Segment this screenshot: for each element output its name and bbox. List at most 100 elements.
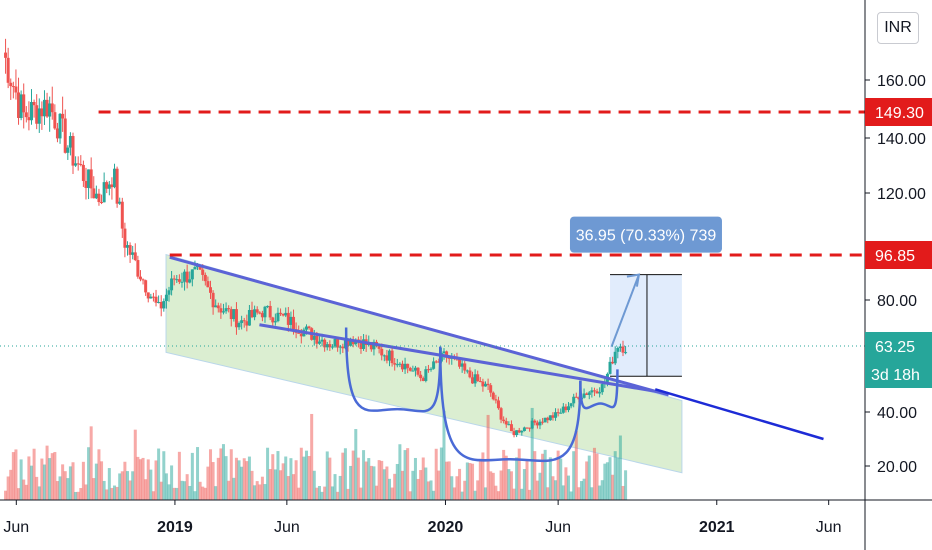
candle-body (468, 370, 472, 378)
candle-body (349, 340, 353, 346)
volume-bar (356, 457, 360, 500)
trendline (169, 255, 669, 397)
candle-body (87, 169, 91, 188)
volume-bar (107, 468, 111, 500)
volume-bar (221, 444, 225, 500)
volume-bar (315, 487, 319, 500)
candle-body (71, 136, 75, 166)
candle-body (421, 378, 425, 381)
candle-body (559, 412, 563, 414)
candle-body (224, 308, 228, 312)
volume-bar (141, 457, 145, 500)
volume-bar (450, 476, 454, 500)
candle-body (595, 391, 599, 394)
candle-body (136, 260, 140, 277)
volume-bar (180, 480, 184, 500)
candle-body (613, 351, 617, 364)
cup-arc (344, 327, 442, 413)
volume-bar (546, 487, 550, 500)
candle-body (138, 276, 142, 280)
volume-bar (468, 463, 472, 500)
volume-bar (42, 464, 46, 500)
candle-body (242, 320, 246, 322)
candle-body (398, 363, 402, 365)
currency-button[interactable]: INR (877, 12, 919, 44)
candle-body (209, 287, 213, 293)
candle-body (556, 412, 560, 414)
candle-body (372, 341, 376, 350)
candle-body (6, 57, 10, 83)
volume-bar (242, 458, 246, 500)
candle-body (292, 316, 296, 330)
candle-body (281, 313, 285, 316)
level-price-label: 149.30 (875, 105, 924, 122)
time-tick-label: Jun (545, 519, 571, 536)
candle-body (561, 406, 565, 413)
candle-body (255, 309, 259, 313)
candle-body (286, 312, 290, 325)
volume-bar (541, 453, 545, 500)
candle-body (341, 346, 345, 349)
candle-body (113, 168, 117, 188)
volume-bar (398, 444, 402, 500)
volume-bar (307, 456, 311, 500)
measure-label-box (569, 216, 722, 253)
candle-body (413, 367, 417, 371)
volume-bar (118, 473, 122, 500)
volume-bar (79, 488, 83, 500)
volume-bar (53, 452, 57, 500)
last-price-label: 63.25 (875, 339, 915, 356)
candle-body (582, 393, 586, 398)
candle-body (19, 94, 23, 118)
volume-bar (154, 460, 158, 500)
volume-bar (465, 462, 469, 500)
volume-bar (81, 461, 85, 500)
volume-bar (424, 467, 428, 500)
candle-body (219, 308, 223, 313)
candle-body (66, 147, 70, 153)
volume-bar (400, 470, 404, 500)
volume-bar (304, 450, 308, 500)
candle-body (299, 333, 303, 337)
candle-body (325, 344, 329, 348)
volume-bar (494, 485, 498, 500)
candle-body (216, 305, 220, 309)
volume-bar (320, 491, 324, 500)
target-arrowhead (626, 273, 641, 287)
volume-bar (543, 449, 547, 500)
volume-bar (170, 465, 174, 500)
volume-bar (175, 487, 179, 500)
volume-bar (271, 454, 275, 500)
price-tick-label: 20.00 (877, 459, 917, 476)
candle-body (369, 342, 373, 350)
candle-body (538, 421, 542, 426)
volume-bar (554, 480, 558, 500)
candle-body (273, 321, 277, 323)
volume-bar (105, 489, 109, 500)
volume-bar (598, 485, 602, 500)
candle-body (608, 361, 612, 374)
candle-body (478, 381, 482, 383)
volume-bar (276, 451, 280, 500)
candle-body (94, 193, 98, 199)
candle-body (351, 340, 355, 345)
candle-body (110, 184, 114, 188)
volume-bar (234, 457, 238, 500)
volume-bar (426, 481, 430, 500)
level-price-tag (865, 241, 932, 269)
volume-bar (71, 462, 75, 500)
volume-bar (452, 487, 456, 500)
volume-bar (548, 457, 552, 500)
candle-body (227, 308, 231, 310)
volume-bar (253, 485, 257, 500)
volume-bar (535, 480, 539, 500)
volume-bar (559, 458, 563, 500)
candle-body (14, 86, 18, 93)
volume-bar (351, 450, 355, 500)
price-tags-layer: 149.30 96.85 63.25 3d 18h (865, 98, 932, 388)
candle-body (27, 117, 31, 121)
price-tick-label: 80.00 (877, 293, 917, 310)
time-tick-label: 2021 (699, 519, 735, 536)
candle-body (92, 188, 96, 199)
